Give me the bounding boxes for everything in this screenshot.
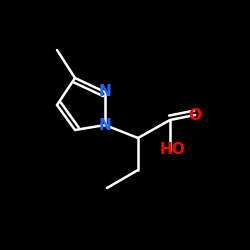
Text: N: N	[98, 118, 112, 132]
Text: O: O	[188, 108, 202, 122]
Text: HO: HO	[160, 142, 186, 158]
Text: N: N	[98, 84, 112, 100]
